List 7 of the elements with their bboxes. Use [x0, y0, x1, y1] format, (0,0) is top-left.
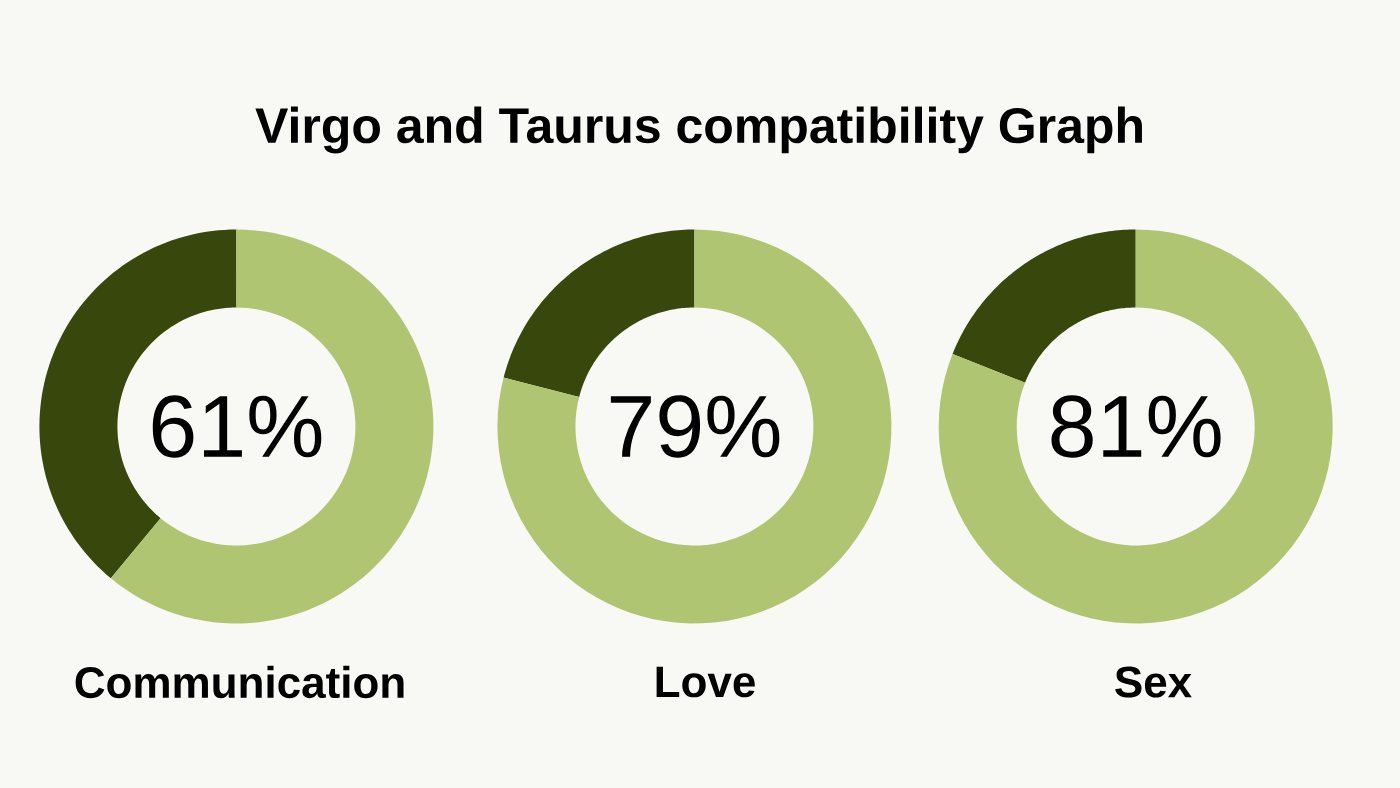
data-label: 61%: [152, 395, 322, 458]
data-label: 79%: [610, 395, 780, 458]
text: Sex: [1115, 666, 1192, 698]
text: Love: [656, 666, 755, 698]
text: Virgo and Taurus compatibility Graph: [255, 106, 1142, 154]
data-label: 81%: [1051, 395, 1221, 458]
text: Communication: [75, 665, 404, 699]
